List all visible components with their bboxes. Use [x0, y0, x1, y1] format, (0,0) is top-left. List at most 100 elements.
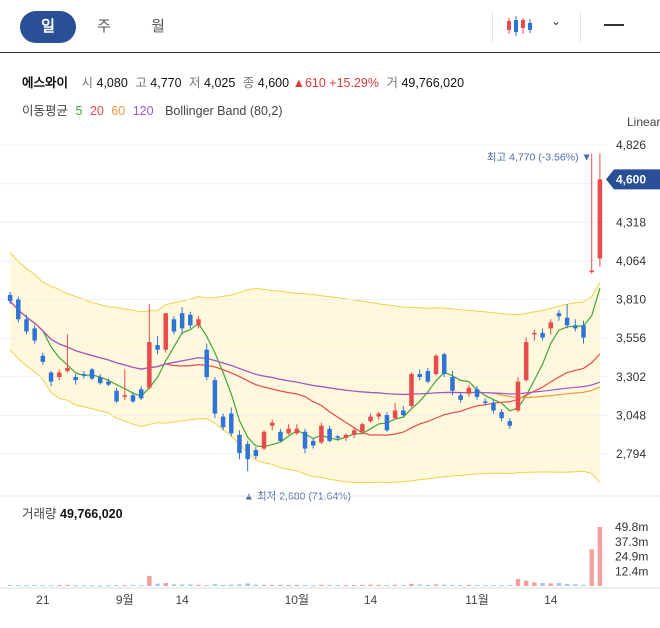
candle-body	[294, 428, 300, 434]
volume-bar	[532, 582, 537, 586]
candle	[286, 424, 291, 435]
bollinger-lower-line	[9, 349, 601, 484]
candlestick-icon[interactable]	[505, 14, 533, 38]
scale-type-label: Linear	[627, 115, 660, 129]
volume-bar	[245, 583, 250, 586]
volume-bar	[564, 583, 570, 586]
candle	[589, 153, 594, 274]
volume-tick-label: 12.4m	[615, 564, 648, 578]
candle	[442, 352, 447, 378]
tab-monthly[interactable]: 월	[151, 18, 165, 35]
candle-body	[163, 313, 168, 350]
current-price-tag	[606, 169, 660, 190]
x-tick-label: 14	[364, 593, 378, 607]
current-price-label: 4,600	[616, 172, 646, 186]
candle-body	[417, 374, 422, 378]
candle	[417, 369, 422, 381]
volume-bar	[482, 585, 488, 587]
bollinger-upper-line	[9, 252, 601, 316]
volume-bar	[204, 585, 209, 587]
low-label: 저	[189, 76, 201, 90]
ma-20[interactable]: 20	[89, 104, 104, 118]
candle-body	[532, 332, 537, 335]
candle-body	[384, 415, 390, 431]
candle	[368, 413, 373, 423]
volume-bar	[384, 585, 390, 587]
volume-bar	[409, 583, 414, 586]
candle-body	[212, 380, 218, 414]
candle-body	[433, 355, 439, 375]
candle-body	[48, 372, 54, 382]
candle-body	[114, 390, 119, 402]
volume-bar	[286, 585, 291, 587]
ma-5[interactable]: 5	[75, 104, 83, 118]
candle	[482, 398, 488, 406]
volume-bar	[179, 584, 185, 586]
candle	[278, 428, 283, 443]
candle	[188, 311, 193, 329]
candle	[65, 334, 70, 373]
candle-body	[310, 440, 316, 446]
volume-bar	[56, 585, 62, 587]
volume-bar	[491, 585, 496, 587]
candle	[229, 407, 234, 437]
chevron-down-icon[interactable]: ⌄	[551, 14, 562, 28]
volume-bar	[261, 584, 267, 586]
candle	[73, 374, 78, 385]
candle	[458, 392, 463, 403]
candle	[581, 320, 586, 344]
candle-body	[138, 389, 144, 399]
change-percent: +15.29%	[329, 76, 379, 90]
tab-weekly[interactable]: 주	[97, 18, 111, 35]
toolbar-divider	[580, 12, 581, 42]
volume-bar	[458, 585, 463, 587]
candle	[220, 413, 226, 431]
volume-bar	[327, 584, 332, 586]
candle	[253, 447, 259, 460]
y-tick-label: 3,556	[616, 331, 646, 345]
candle-body	[499, 412, 504, 419]
candle-body	[392, 410, 398, 419]
candle-body	[523, 342, 529, 381]
candle	[302, 428, 308, 454]
y-tick-label: 4,826	[616, 138, 646, 152]
candle	[343, 433, 349, 441]
candle	[89, 367, 95, 381]
period-toolbar: 일 주 월 ⌄	[0, 0, 660, 53]
candle	[310, 437, 316, 449]
volume-panel-label: 거래량 49,766,020	[22, 503, 123, 522]
volume-bar	[417, 584, 422, 586]
candle-body	[196, 319, 201, 326]
volume-bar	[310, 585, 316, 587]
candle	[556, 310, 562, 321]
candle-body	[548, 322, 554, 329]
volume-panel-title: 거래량	[22, 507, 57, 521]
candle	[81, 370, 87, 379]
tab-daily[interactable]: 일	[20, 11, 76, 43]
ma-60[interactable]: 60	[111, 104, 126, 118]
candle	[48, 370, 54, 387]
candle-body	[482, 401, 488, 403]
volume-bar	[237, 584, 242, 586]
candle-body	[597, 179, 603, 259]
bollinger-label[interactable]: Bollinger Band (80,2)	[165, 104, 283, 118]
candle	[237, 430, 242, 460]
candle	[523, 337, 529, 382]
y-tick-label: 3,810	[616, 293, 646, 307]
volume-bar	[188, 584, 193, 586]
volume-bar	[401, 584, 406, 586]
volume-bar	[7, 584, 13, 586]
volume-tick-label: 37.3m	[615, 535, 648, 549]
volume-bar	[466, 584, 472, 586]
candle-body	[425, 370, 431, 382]
candle-body	[327, 428, 332, 441]
ma-120[interactable]: 120	[132, 104, 154, 118]
candle	[384, 412, 390, 432]
volume-bar	[515, 579, 521, 586]
candle-body	[376, 413, 381, 417]
candle-body	[204, 349, 209, 378]
high-label: 고	[135, 76, 147, 90]
candle	[24, 314, 29, 335]
horizontal-line-icon[interactable]	[604, 24, 624, 26]
